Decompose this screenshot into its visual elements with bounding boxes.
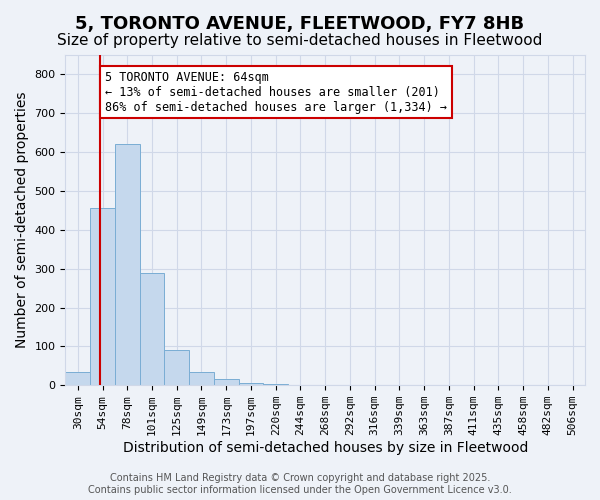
- Text: 5 TORONTO AVENUE: 64sqm
← 13% of semi-detached houses are smaller (201)
86% of s: 5 TORONTO AVENUE: 64sqm ← 13% of semi-de…: [105, 70, 447, 114]
- Bar: [65, 372, 90, 385]
- Text: 5, TORONTO AVENUE, FLEETWOOD, FY7 8HB: 5, TORONTO AVENUE, FLEETWOOD, FY7 8HB: [76, 15, 524, 33]
- Text: Size of property relative to semi-detached houses in Fleetwood: Size of property relative to semi-detach…: [58, 32, 542, 48]
- Text: Contains HM Land Registry data © Crown copyright and database right 2025.
Contai: Contains HM Land Registry data © Crown c…: [88, 474, 512, 495]
- Y-axis label: Number of semi-detached properties: Number of semi-detached properties: [15, 92, 29, 348]
- Bar: [115, 144, 140, 385]
- Bar: [239, 384, 263, 385]
- Bar: [214, 380, 239, 385]
- Bar: [164, 350, 189, 385]
- Bar: [263, 384, 288, 385]
- X-axis label: Distribution of semi-detached houses by size in Fleetwood: Distribution of semi-detached houses by …: [122, 441, 528, 455]
- Bar: [140, 272, 164, 385]
- Bar: [90, 208, 115, 385]
- Bar: [189, 372, 214, 385]
